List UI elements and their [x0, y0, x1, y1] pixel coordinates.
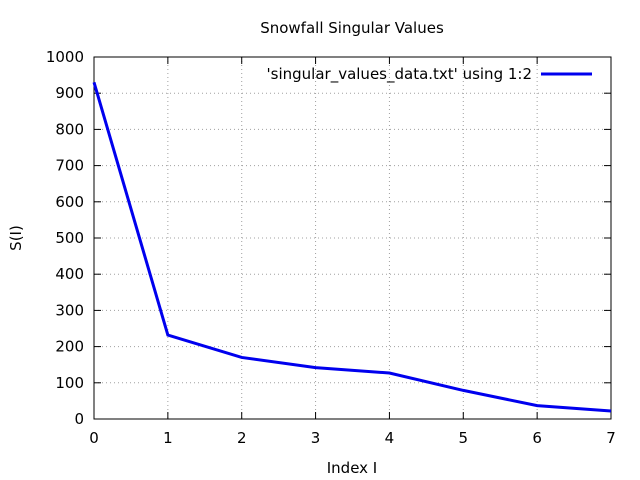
series-layer	[92, 81, 612, 413]
x-tick-label: 4	[385, 429, 395, 447]
y-tick-label: 500	[55, 229, 84, 247]
x-tick-label: 3	[311, 429, 321, 447]
y-tick-label: 0	[74, 410, 84, 428]
y-tick-label: 100	[55, 374, 84, 392]
x-tick-label: 5	[459, 429, 469, 447]
x-tick-label: 1	[163, 429, 173, 447]
x-tick-label: 6	[532, 429, 542, 447]
x-tick-label: 0	[89, 429, 99, 447]
y-tick-label: 900	[55, 84, 84, 102]
x-tick-label: 7	[606, 429, 616, 447]
y-tick-label: 1000	[46, 48, 84, 66]
chart-title: Snowfall Singular Values	[260, 19, 444, 37]
y-tick-label: 700	[55, 157, 84, 175]
x-tick-label: 2	[237, 429, 247, 447]
y-tick-label: 600	[55, 193, 84, 211]
y-tick-label: 200	[55, 338, 84, 356]
y-tick-label: 800	[55, 120, 84, 138]
y-tick-label: 400	[55, 265, 84, 283]
series-line	[92, 81, 612, 413]
grid-lines	[94, 57, 611, 419]
tick-labels: 0 1 2 3 4 5 6 7 0 100 200 300 400 500 600 700 800 900 1000	[46, 48, 616, 447]
legend-label: 'singular_values_data.txt' using 1:2	[267, 65, 532, 84]
legend: 'singular_values_data.txt' using 1:2	[267, 65, 592, 84]
x-axis-label: Index I	[327, 459, 378, 477]
y-tick-label: 300	[55, 301, 84, 319]
y-axis-label: S(I)	[7, 225, 25, 251]
axis-ticks	[93, 56, 612, 420]
plot-frame	[93, 56, 612, 420]
